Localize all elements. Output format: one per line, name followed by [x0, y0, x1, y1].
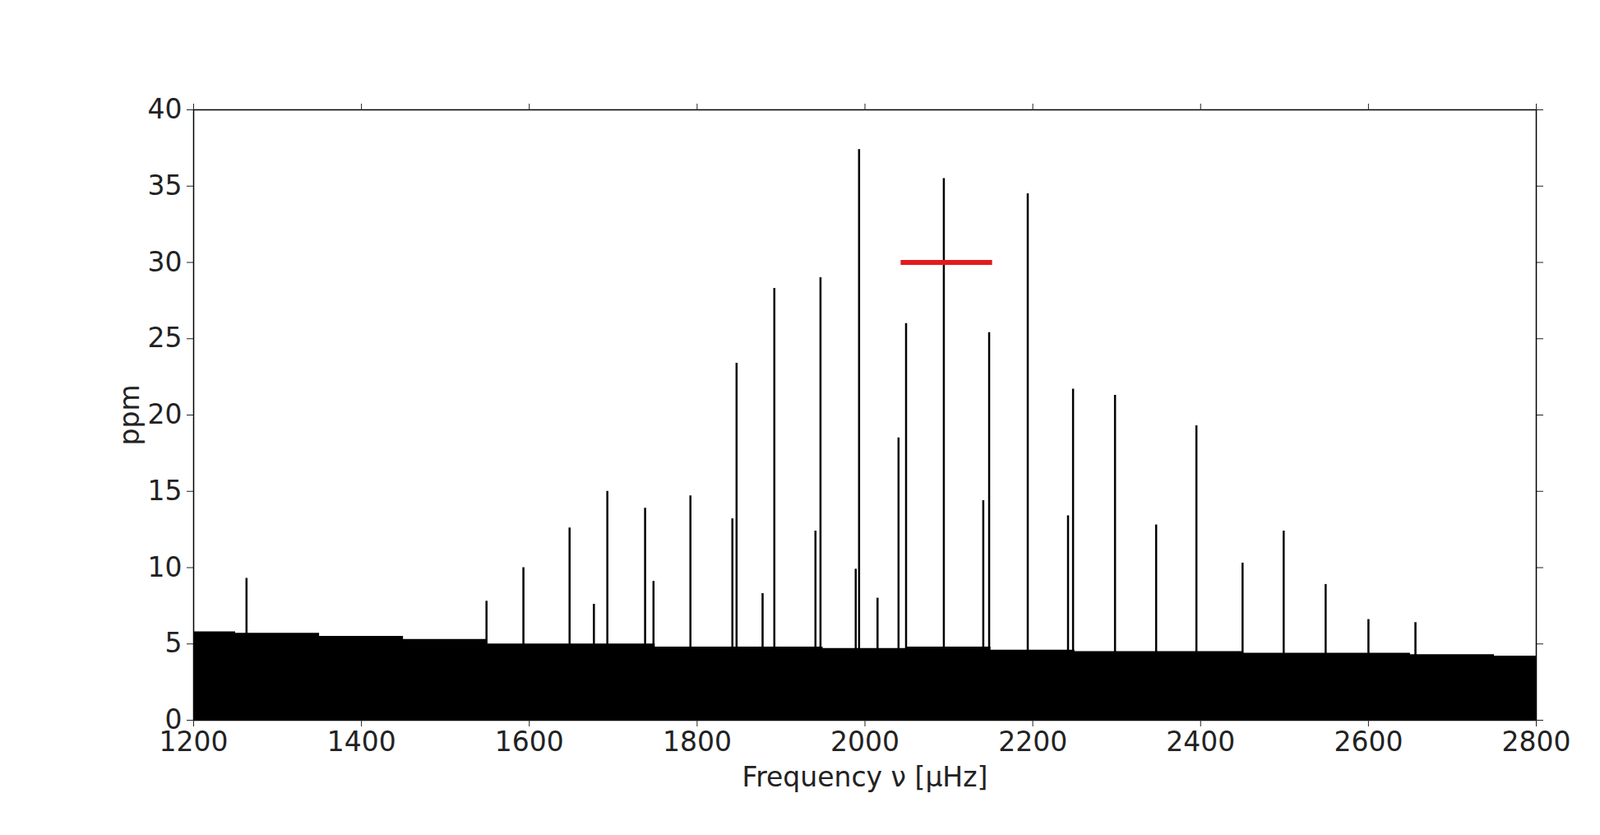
- svg-text:1800: 1800: [662, 725, 732, 758]
- svg-text:10: 10: [147, 550, 183, 583]
- svg-text:5: 5: [165, 626, 183, 659]
- svg-text:20: 20: [147, 397, 183, 431]
- svg-text:0: 0: [165, 702, 183, 736]
- svg-text:35: 35: [147, 169, 183, 202]
- svg-text:25: 25: [147, 321, 183, 354]
- svg-text:30: 30: [147, 245, 183, 278]
- svg-text:ppm: ppm: [113, 383, 146, 445]
- svg-text:40: 40: [147, 92, 183, 125]
- svg-text:1400: 1400: [327, 725, 397, 758]
- svg-text:1600: 1600: [494, 725, 565, 758]
- svg-text:Frequency ν [μHz]: Frequency ν [μHz]: [742, 760, 989, 793]
- svg-text:2600: 2600: [1333, 725, 1403, 758]
- svg-text:2800: 2800: [1502, 725, 1572, 758]
- svg-text:15: 15: [147, 474, 183, 507]
- svg-text:2000: 2000: [830, 725, 900, 758]
- svg-text:2400: 2400: [1165, 725, 1235, 758]
- svg-text:2200: 2200: [998, 725, 1068, 758]
- svg-text:1200: 1200: [159, 725, 229, 758]
